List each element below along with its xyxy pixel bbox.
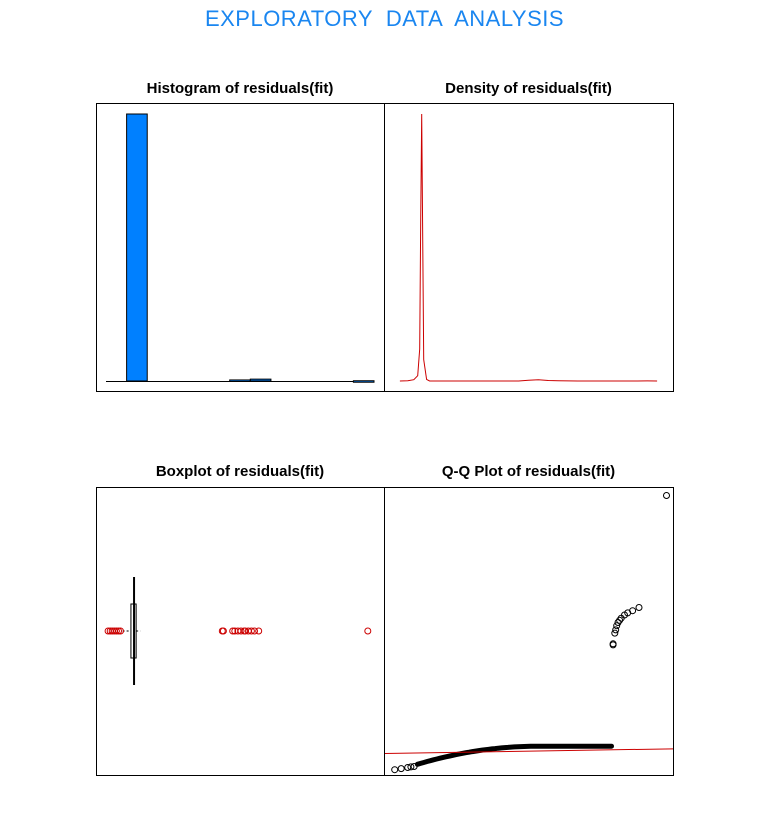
qq-point-15 [629, 607, 637, 615]
qq-point-band [414, 743, 614, 767]
boxplot-outlier-17 [251, 627, 258, 635]
density-marks [399, 113, 658, 382]
qq-point-4 [410, 763, 418, 770]
qq-point-1 [397, 765, 405, 773]
boxplot-marks [104, 577, 372, 685]
boxplot-outlier-6 [117, 627, 124, 635]
histogram-bar-6 [249, 378, 272, 382]
qq-point-11 [616, 616, 624, 624]
boxplot-outlier-8 [219, 627, 227, 635]
qq-point-6 [609, 640, 617, 648]
histogram-bar-11 [352, 380, 375, 383]
boxplot-outlier-9 [229, 627, 237, 635]
qq-point-7 [611, 629, 619, 637]
qq-point-2 [404, 764, 412, 771]
density-line [399, 113, 658, 382]
histogram-bar-0 [126, 113, 148, 382]
boxplot-title: Boxplot of residuals(fit) [155, 463, 325, 480]
histogram-bar-5 [229, 379, 251, 382]
boxplot-outlier-19 [364, 627, 372, 635]
boxplot-outlier-12 [237, 627, 245, 635]
page-title: EXPLORATORY DATA ANALYSIS [204, 6, 565, 31]
qq-point-8 [612, 626, 620, 634]
boxplot-outlier-5 [115, 627, 122, 635]
qq-reference-line [384, 748, 674, 755]
boxplot-outlier-18 [255, 627, 263, 635]
qq-plot-frame [384, 487, 674, 776]
histogram-title: Histogram of residuals(fit) [146, 80, 334, 97]
qq-point-3 [407, 763, 415, 771]
histogram-marks [106, 113, 375, 383]
qq-point-16 [635, 604, 643, 611]
boxplot-outlier-4 [112, 627, 120, 635]
qq-point-9 [613, 622, 621, 630]
qq-plot-marks [384, 492, 674, 774]
density-title: Density of residuals(fit) [445, 80, 612, 97]
qq-point-0 [391, 766, 399, 774]
qq-plot-title: Q-Q Plot of residuals(fit) [441, 463, 616, 480]
density-frame [384, 103, 674, 392]
qq-point-17 [663, 492, 670, 499]
boxplot-outlier-16 [247, 627, 255, 635]
